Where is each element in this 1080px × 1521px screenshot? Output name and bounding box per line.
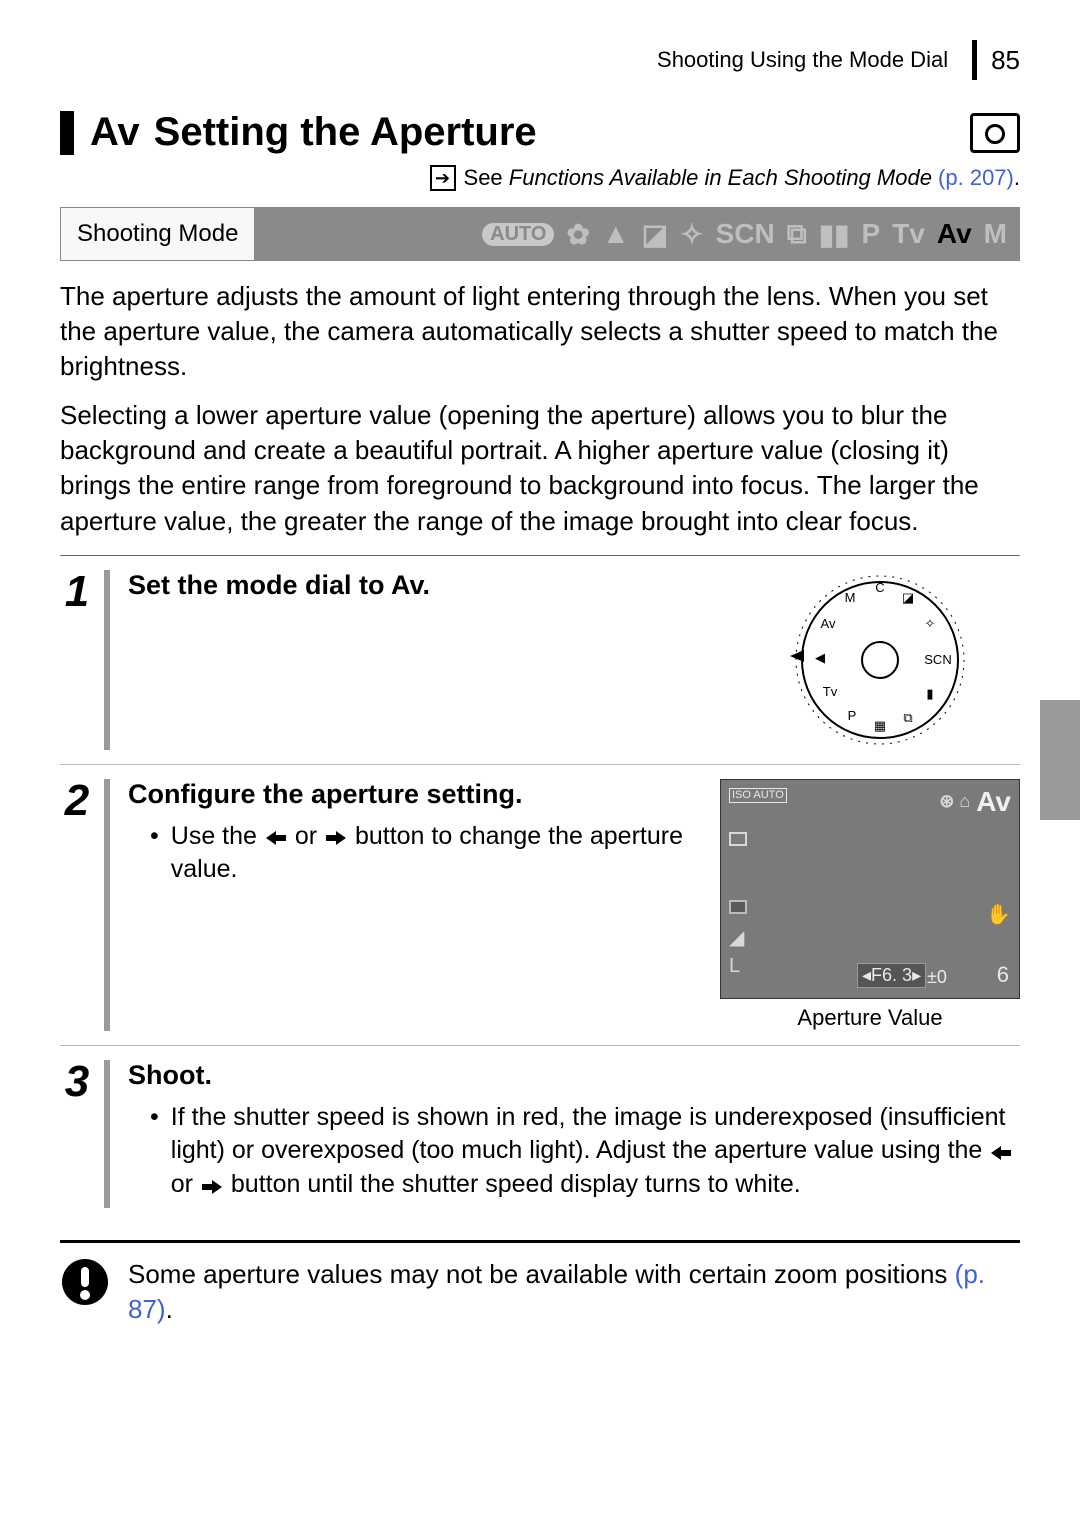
page-header: Shooting Using the Mode Dial 85 [60,40,1020,80]
mode-portrait-icon: ✿ [566,218,589,251]
step-1: 1 Set the mode dial to Av. C [60,556,1020,765]
arrow-left-icon [991,1139,1011,1166]
svg-text:◪: ◪ [902,590,914,605]
shooting-mode-row: Shooting Mode AUTO ✿ ▲ ◪ ✧ SCN ⧉ ▮▮ P Tv… [60,207,1020,261]
camera-icon [970,113,1020,153]
shooting-mode-label: Shooting Mode [61,210,254,258]
step-number: 3 [60,1060,110,1208]
mode-m-icon: M [984,218,1007,250]
svg-text:M: M [845,590,856,605]
see-dot: . [1014,165,1020,190]
mode-movie-icon: ▮▮ [819,218,850,251]
page-title-row: Av Setting the Aperture [60,110,1020,155]
svg-text:▮: ▮ [926,686,933,701]
step-2-title: Configure the aperture setting. [128,779,700,810]
svg-text:C: C [875,580,884,595]
svg-text:SCN: SCN [924,652,951,667]
step-3-bullet: • If the shutter speed is shown in red, … [128,1101,1020,1202]
shooting-mode-icons: AUTO ✿ ▲ ◪ ✧ SCN ⧉ ▮▮ P Tv Av M [254,208,1019,260]
lcd-iso: ISO AUTO [729,788,787,803]
paragraph-2: Selecting a lower aperture value (openin… [60,398,1020,538]
exclamation-icon [60,1257,110,1307]
see-link[interactable]: (p. 207) [932,165,1014,190]
step-3-title: Shoot. [128,1060,1020,1091]
mode-tv-icon: Tv [892,218,925,250]
lcd-shots-remaining: 6 [997,962,1009,988]
step-number: 2 [60,779,110,1031]
step-number: 1 [60,570,110,750]
step-2: 2 Configure the aperture setting. • Use … [60,765,1020,1046]
mode-scn-icon: SCN [716,218,775,250]
svg-text:▦: ▦ [874,718,886,733]
arrow-left-icon [266,825,286,852]
mode-landscape-icon: ▲ [602,218,630,250]
svg-text:⧉: ⧉ [903,710,912,725]
side-tab [1040,700,1080,820]
lcd-aperture-value: ◂F6. 3▸ [857,963,926,988]
step-3: 3 Shoot. • If the shutter speed is shown… [60,1046,1020,1222]
arrow-right-icon [326,825,346,852]
mode-kids-icon: ✧ [680,218,703,251]
see-reference: ➔ See Functions Available in Each Shooti… [60,165,1020,191]
step-2-bullet: • Use the or button to change the apertu… [128,820,700,888]
page-number: 85 [991,45,1020,76]
arrow-right-icon: ➔ [430,165,456,191]
mode-stitch-icon: ⧉ [787,218,807,251]
svg-text:P: P [848,708,857,723]
title-mode-symbol: Av [90,110,140,155]
see-prefix: See [464,165,509,190]
svg-text:Av: Av [821,616,836,631]
svg-text:◀: ◀ [815,650,825,665]
lcd-caption: Aperture Value [720,1005,1020,1031]
lcd-size-icon: L [729,955,740,978]
mode-night-icon: ◪ [642,218,668,251]
note-block: Some aperture values may not be availabl… [60,1240,1020,1327]
title-bar-icon [60,111,74,155]
section-name: Shooting Using the Mode Dial [657,47,948,73]
lcd-av-label: ⊛ ⌂ Av [939,786,1011,818]
mode-dial-illustration: C M Av ◀ Tv P ▦ ⧉ ▮ SCN ✧ [760,570,980,750]
mode-auto-icon: AUTO [482,223,554,246]
page-title: Setting the Aperture [154,110,970,155]
see-italic: Functions Available in Each Shooting Mod… [509,165,932,190]
mode-av-icon: Av [937,218,972,250]
lcd-screen-illustration: ISO AUTO ⊛ ⌂ Av ◢ L ✋ ◂F6. 3▸ ±0 6 [720,779,1020,999]
paragraph-1: The aperture adjusts the amount of light… [60,279,1020,384]
header-divider [972,40,977,80]
lcd-quality-icon: ◢ [729,925,744,950]
svg-text:✧: ✧ [925,616,936,631]
lcd-flash-icon: ⊛ ⌂ [939,791,970,812]
step-1-title: Set the mode dial to Av. [128,570,700,601]
lcd-drive-icon [729,832,747,846]
lcd-shake-icon: ✋ [986,902,1011,927]
mode-p-icon: P [862,218,881,250]
lcd-exposure-comp: ±0 [927,967,947,988]
svg-text:Tv: Tv [823,684,838,699]
lcd-meter-icon [729,900,747,914]
note-text: Some aperture values may not be availabl… [128,1257,1020,1327]
arrow-right-icon [202,1173,222,1200]
